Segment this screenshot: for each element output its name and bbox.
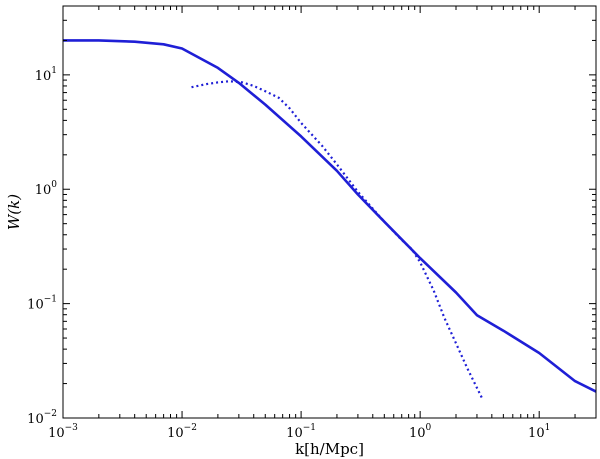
y-tick-label: 100 bbox=[35, 180, 58, 198]
x-tick-label: 101 bbox=[528, 423, 550, 441]
x-tick-label: 100 bbox=[409, 423, 432, 441]
x-tick-label: 10−1 bbox=[286, 423, 316, 441]
plot-frame bbox=[62, 5, 597, 419]
x-axis-label: k[h/Mpc] bbox=[295, 440, 364, 458]
x-tick-label: 10−3 bbox=[48, 423, 78, 441]
series-line-dotted bbox=[191, 80, 483, 399]
y-tick-label: 101 bbox=[35, 66, 57, 84]
y-axis-label: W(k) bbox=[5, 194, 23, 230]
x-tick-label: 10−2 bbox=[167, 423, 197, 441]
y-tick-label: 10−2 bbox=[27, 409, 57, 427]
series-line-solid bbox=[63, 39, 597, 393]
series-layer bbox=[63, 39, 597, 399]
y-tick-label: 10−1 bbox=[27, 295, 57, 313]
